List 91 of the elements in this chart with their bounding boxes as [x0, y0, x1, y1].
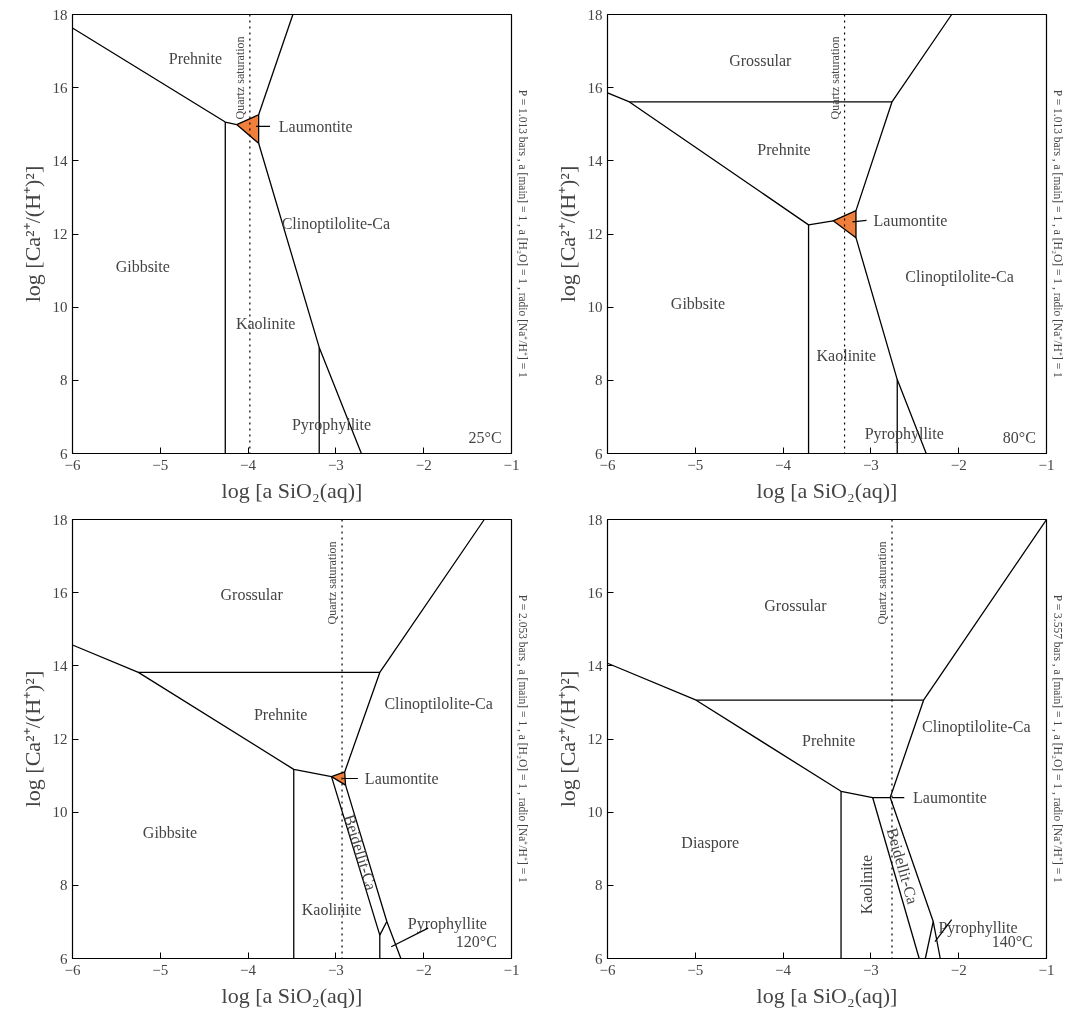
- annotation: Clinoptilolite-Ca: [281, 214, 391, 233]
- y-tick-label: 18: [587, 6, 603, 23]
- y-tick-label: 16: [52, 584, 68, 601]
- x-axis-title: log [a SiO₂(aq)]: [221, 477, 363, 503]
- annotation: 120°C: [455, 933, 497, 951]
- x-tick-label: −1: [503, 961, 520, 978]
- text: P = 2.053 bars , a [main] = 1 , a [H₂O] = 1 , radio [Na⁺/H⁺] = 1: [515, 594, 529, 883]
- x-tick-label: −3: [862, 456, 879, 473]
- annotation: Diaspore: [681, 834, 740, 853]
- text: P = 3.557 bars , a [main] = 1 , a [H₂O] = 1 , radio [Na⁺/H⁺] = 1: [1050, 594, 1064, 883]
- annotation: Clinoptilolite-Ca: [905, 268, 1014, 287]
- x-tick-label: −5: [687, 961, 704, 978]
- x-tick-label: −3: [862, 961, 879, 978]
- y-tick-label: 8: [595, 877, 603, 894]
- ref-line-label: Quartz saturation: [325, 541, 340, 625]
- annotation: Prehnite: [757, 141, 811, 159]
- annotation: 140°C: [991, 933, 1033, 951]
- y-tick-label: 16: [52, 79, 68, 96]
- y-axis-title: log [Ca²⁺/(H⁺)²]: [19, 165, 45, 303]
- x-axis-title: log [a SiO₂(aq)]: [756, 982, 898, 1008]
- annotation: Kaolinite: [858, 854, 876, 915]
- x-tick-label: −2: [950, 456, 967, 473]
- annotation: Clinoptilolite-Ca: [922, 717, 1031, 736]
- x-axis-title: log [a SiO₂(aq)]: [221, 982, 363, 1008]
- x-axis-title: log [a SiO₂(aq)]: [756, 477, 898, 503]
- y-tick-label: 14: [52, 657, 68, 674]
- annotation: Grossular: [729, 52, 793, 70]
- annotation: 80°C: [1002, 428, 1036, 446]
- y-tick-label: 14: [587, 657, 603, 674]
- annotation: Grossular: [220, 586, 284, 603]
- x-tick-label: −4: [240, 961, 257, 978]
- annotation: Prehnite: [168, 49, 223, 67]
- annotation: Clinoptilolite-Ca: [384, 695, 493, 714]
- y-tick-label: 12: [52, 226, 68, 242]
- annotation: Grossular: [764, 597, 828, 615]
- y-tick-label: 18: [52, 511, 68, 528]
- ref-line-label: Quartz saturation: [232, 36, 247, 120]
- y-tick-label: 6: [60, 950, 68, 967]
- x-tick-label: −5: [152, 961, 169, 978]
- annotation: Kaolinite: [816, 347, 877, 365]
- y-tick-label: 16: [587, 79, 603, 96]
- y-tick-label: 12: [52, 731, 68, 747]
- text: P = 1.013 bars , a [main] = 1 , a [H₂O] = 1 , radio [Na⁺/H⁺] = 1: [515, 89, 529, 378]
- annotation: Gibbsite: [142, 823, 198, 841]
- text: P = 1.013 bars , a [main] = 1 , a [H₂O] = 1 , radio [Na⁺/H⁺] = 1: [1050, 89, 1064, 378]
- x-tick-label: −1: [1038, 961, 1055, 978]
- x-tick-label: −2: [415, 961, 432, 978]
- y-tick-label: 8: [60, 877, 68, 894]
- annotation: Gibbsite: [115, 258, 170, 276]
- annotation: Prehnite: [253, 705, 308, 723]
- x-tick-label: −3: [327, 456, 344, 473]
- annotation: Laumontite: [873, 211, 948, 229]
- x-tick-label: −2: [950, 961, 967, 978]
- annotation: Laumontite: [364, 770, 439, 788]
- annotation: Kaolinite: [301, 901, 362, 919]
- y-tick-label: 14: [587, 152, 603, 169]
- x-tick-label: −2: [415, 456, 432, 473]
- y-axis-title: log [Ca²⁺/(H⁺)²]: [19, 670, 45, 808]
- y-tick-label: 8: [60, 372, 68, 389]
- y-tick-label: 10: [52, 804, 68, 821]
- y-tick-label: 10: [587, 804, 603, 821]
- annotation: Prehnite: [802, 731, 856, 749]
- y-tick-label: 10: [587, 299, 603, 316]
- x-tick-label: −1: [1038, 456, 1055, 473]
- x-tick-label: −4: [775, 456, 792, 473]
- y-tick-label: 18: [587, 511, 603, 528]
- x-tick-label: −4: [240, 456, 257, 473]
- x-tick-label: −3: [327, 961, 344, 978]
- x-tick-label: −5: [687, 456, 704, 473]
- y-tick-label: 14: [52, 152, 68, 169]
- annotation: Gibbsite: [670, 295, 726, 313]
- x-tick-label: −1: [503, 456, 520, 473]
- y-axis-title: log [Ca²⁺/(H⁺)²]: [554, 670, 580, 808]
- annotation: Laumontite: [913, 789, 987, 807]
- annotation: Laumontite: [278, 117, 353, 135]
- y-tick-label: 8: [595, 372, 603, 389]
- y-tick-label: 12: [587, 226, 603, 242]
- ref-line-label: Quartz saturation: [874, 541, 889, 625]
- annotation: Pyrophyllite: [407, 915, 487, 934]
- x-tick-label: −5: [152, 456, 169, 473]
- y-tick-label: 6: [595, 950, 603, 967]
- annotation: 25°C: [468, 428, 502, 446]
- y-tick-label: 12: [587, 731, 603, 747]
- y-axis-title: log [Ca²⁺/(H⁺)²]: [554, 165, 580, 303]
- y-tick-label: 10: [52, 299, 68, 316]
- y-tick-label: 6: [595, 445, 603, 462]
- x-tick-label: −4: [775, 961, 792, 978]
- y-tick-label: 16: [587, 584, 603, 601]
- y-tick-label: 18: [52, 6, 68, 23]
- annotation: Kaolinite: [235, 315, 296, 333]
- y-tick-label: 6: [60, 445, 68, 462]
